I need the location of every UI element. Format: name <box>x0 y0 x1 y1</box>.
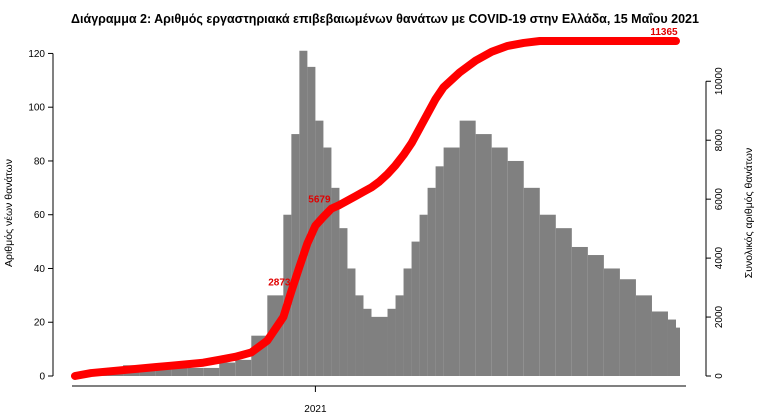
right-tick-label: 0 <box>714 373 725 379</box>
bar <box>491 147 508 376</box>
series-line-cumulative <box>71 37 680 380</box>
bar <box>315 120 324 376</box>
bar <box>323 147 332 376</box>
chart-title: Διάγραμμα 2: Αριθμός εργαστηριακά επιβεβ… <box>71 12 699 26</box>
bottom-axis: 2021 <box>72 385 686 415</box>
right-tick-label: 8000 <box>714 129 725 152</box>
bar <box>475 134 492 376</box>
bar <box>676 327 680 376</box>
right-tick-label: 6000 <box>714 188 725 211</box>
bar <box>331 187 340 376</box>
annotation-label: 2873 <box>268 277 291 288</box>
right-tick-label: 2000 <box>714 305 725 328</box>
bar <box>603 268 620 376</box>
left-axis: 0 20 40 60 80 100 120 <box>28 49 54 383</box>
bar <box>507 160 524 376</box>
bar <box>387 308 396 376</box>
bar <box>203 367 220 376</box>
y2-axis-label: Συνολικός αριθμός θανάτων <box>743 148 755 278</box>
bar <box>291 134 300 376</box>
bar <box>667 319 676 376</box>
bar <box>347 268 356 376</box>
bar <box>571 246 588 376</box>
bar <box>435 166 444 376</box>
bar <box>355 295 364 376</box>
bar <box>219 362 236 376</box>
left-tick-label: 120 <box>28 49 45 60</box>
bar <box>155 367 172 376</box>
bar <box>411 241 420 376</box>
bar <box>235 359 252 376</box>
line-group <box>71 37 680 380</box>
bar <box>587 255 604 376</box>
bar <box>443 147 460 376</box>
bar <box>403 268 412 376</box>
bar <box>651 311 668 376</box>
left-tick-label: 0 <box>39 372 45 383</box>
bar <box>619 279 636 376</box>
bar <box>539 214 556 376</box>
bar <box>363 308 372 376</box>
annotation-label: 11365 <box>650 27 678 38</box>
bar <box>523 187 540 376</box>
left-tick-label: 60 <box>34 210 46 221</box>
bar <box>459 120 476 376</box>
bar <box>395 295 404 376</box>
y-axis-label: Αριθμός νέων θανάτων <box>3 159 15 267</box>
left-tick-label: 100 <box>28 103 45 114</box>
bar <box>419 214 428 376</box>
bar <box>187 367 204 376</box>
annotation-label: 5679 <box>308 195 331 206</box>
right-axis: 0 2000 4000 6000 8000 10000 <box>705 67 725 379</box>
left-tick-label: 40 <box>34 264 46 275</box>
bottom-tick-label: 2021 <box>304 404 327 415</box>
right-tick-label: 4000 <box>714 247 725 270</box>
bar <box>307 66 316 376</box>
bar <box>555 228 572 376</box>
bar <box>171 367 188 376</box>
bar <box>427 187 436 376</box>
bar <box>139 367 156 376</box>
left-tick-label: 80 <box>34 156 46 167</box>
bar <box>379 316 388 376</box>
bar <box>299 50 308 376</box>
right-tick-label: 10000 <box>714 67 725 95</box>
bar <box>339 228 348 376</box>
annotations: 2873 5679 11365 <box>268 27 678 288</box>
bars-group <box>75 50 680 376</box>
bar <box>635 295 652 376</box>
left-tick-label: 20 <box>34 318 46 329</box>
bar <box>371 316 380 376</box>
